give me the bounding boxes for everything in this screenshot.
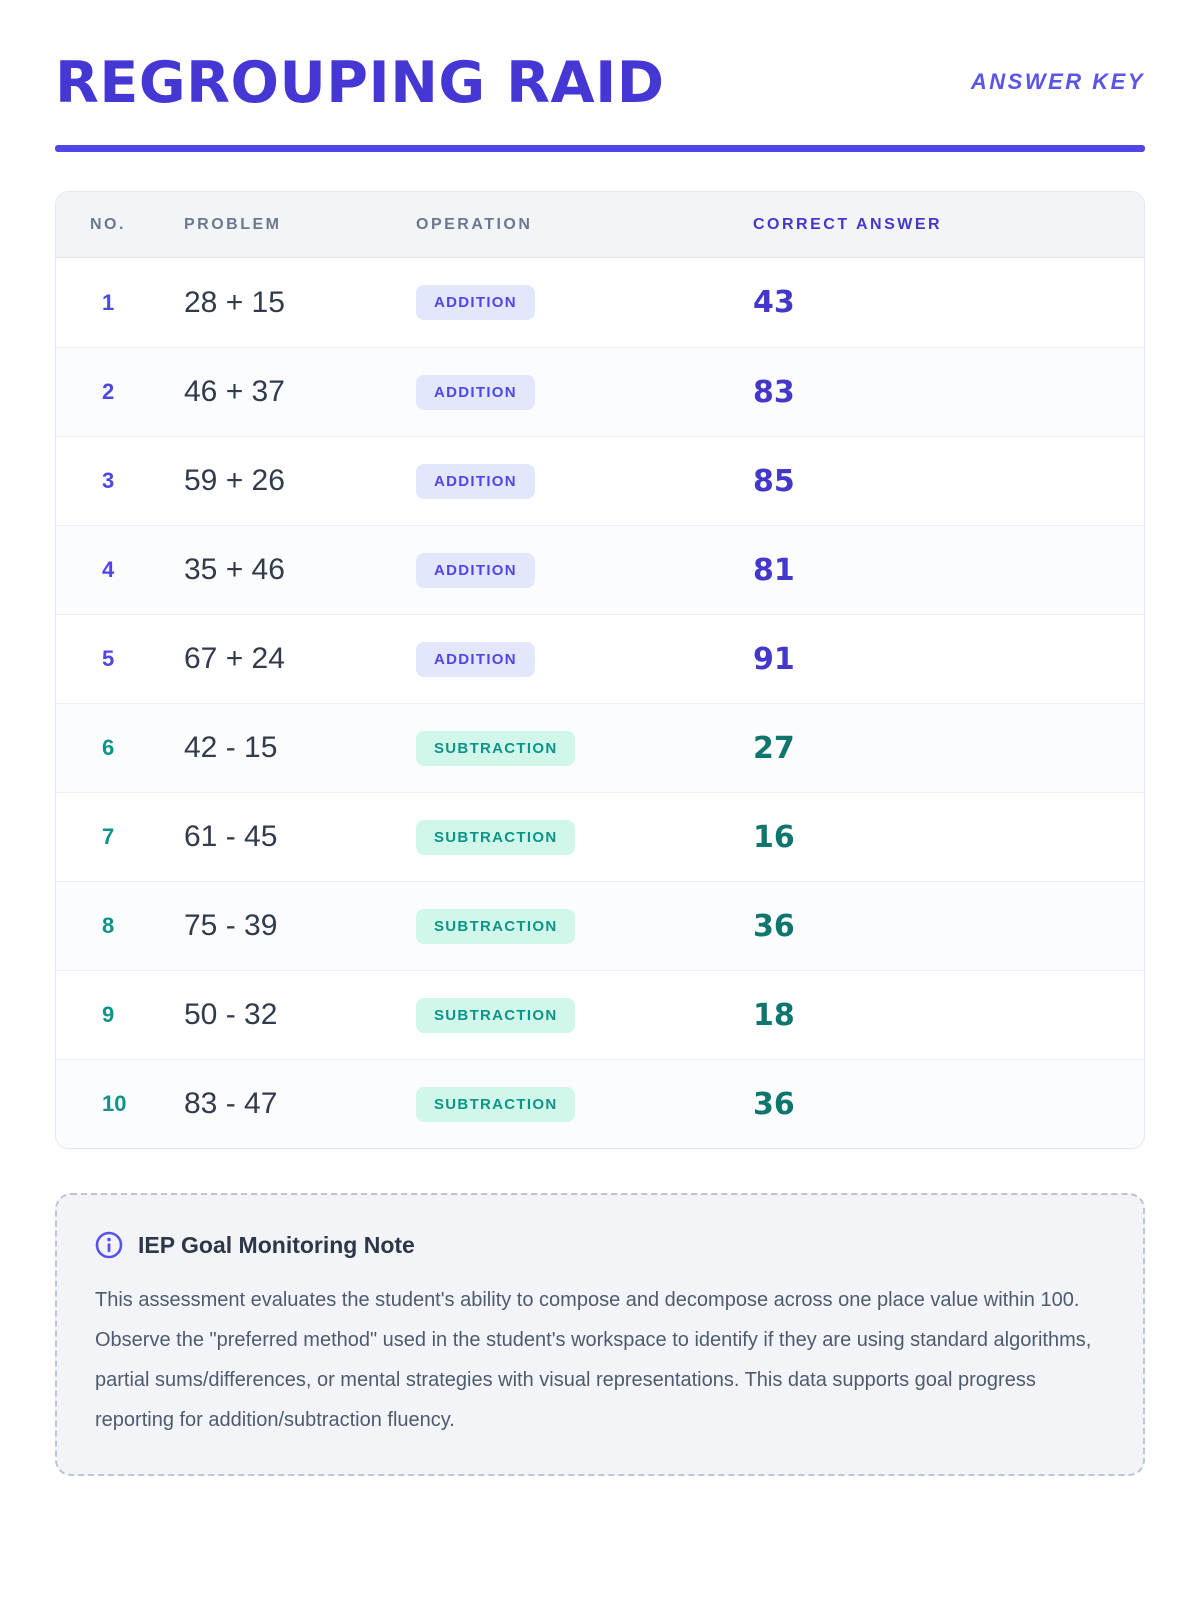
operation-badge: SUBTRACTION (416, 1086, 576, 1122)
operation-badge: SUBTRACTION (416, 908, 576, 944)
operation-cell: SUBTRACTION (416, 997, 753, 1033)
correct-answer: 18 (753, 997, 795, 1033)
problem-number: 10 (102, 1091, 127, 1116)
table-body: 1 28 + 15 ADDITION 43 2 46 + 37 ADDITION… (56, 258, 1144, 1148)
correct-answer: 81 (753, 552, 795, 588)
note-body: This assessment evaluates the student's … (95, 1289, 1092, 1431)
problem-number: 1 (102, 289, 115, 315)
operation-cell: ADDITION (416, 463, 753, 499)
answer-key-label: ANSWER KEY (970, 68, 1145, 94)
note-title: IEP Goal Monitoring Note (138, 1231, 415, 1258)
operation-badge: SUBTRACTION (416, 819, 576, 855)
problem-expression: 50 - 32 (184, 998, 278, 1031)
problem-expression: 42 - 15 (184, 731, 278, 764)
problem-expression: 61 - 45 (184, 820, 278, 853)
table-row: 7 61 - 45 SUBTRACTION 16 (56, 792, 1144, 881)
operation-badge: ADDITION (416, 463, 535, 499)
operation-cell: ADDITION (416, 285, 753, 320)
problem-expression: 59 + 26 (184, 464, 285, 497)
problem-number: 4 (102, 557, 115, 582)
problem-number: 7 (102, 824, 115, 849)
problems-table: NO. PROBLEM OPERATION CORRECT ANSWER 1 2… (55, 191, 1145, 1149)
problem-expression: 83 - 47 (184, 1087, 278, 1120)
page-title: REGROUPING RAID (55, 50, 665, 116)
operation-cell: SUBTRACTION (416, 908, 753, 944)
table-row: 3 59 + 26 ADDITION 85 (56, 436, 1144, 525)
correct-answer: 43 (753, 285, 795, 320)
operation-badge: ADDITION (416, 641, 535, 677)
problem-expression: 67 + 24 (184, 642, 285, 675)
correct-answer: 36 (753, 1086, 795, 1122)
answer-key-page: REGROUPING RAID ANSWER KEY NO. PROBLEM O… (55, 0, 1145, 1476)
operation-badge: ADDITION (416, 374, 535, 410)
operation-cell: SUBTRACTION (416, 1086, 753, 1122)
correct-answer: 83 (753, 374, 795, 410)
table-row: 9 50 - 32 SUBTRACTION 18 (56, 970, 1144, 1059)
problem-expression: 75 - 39 (184, 909, 278, 942)
problem-expression: 46 + 37 (184, 375, 285, 408)
table-header-row: NO. PROBLEM OPERATION CORRECT ANSWER (56, 192, 1144, 258)
operation-cell: ADDITION (416, 552, 753, 588)
problem-number: 2 (102, 379, 115, 404)
column-header-problem: PROBLEM (184, 215, 282, 233)
column-header-correct-answer: CORRECT ANSWER (753, 215, 943, 233)
operation-cell: ADDITION (416, 374, 753, 410)
correct-answer: 27 (753, 730, 795, 766)
problem-number: 8 (102, 913, 115, 938)
iep-note-box: IEP Goal Monitoring Note This assessment… (55, 1193, 1145, 1476)
operation-badge: ADDITION (416, 285, 535, 320)
correct-answer: 36 (753, 908, 795, 944)
table-row: 2 46 + 37 ADDITION 83 (56, 347, 1144, 436)
problem-number: 9 (102, 1002, 115, 1027)
column-header-operation: OPERATION (416, 215, 533, 233)
table-row: 6 42 - 15 SUBTRACTION 27 (56, 703, 1144, 792)
info-icon (95, 1231, 123, 1259)
problem-expression: 35 + 46 (184, 553, 285, 586)
problem-number: 3 (102, 468, 115, 493)
problem-expression: 28 + 15 (184, 285, 285, 319)
correct-answer: 91 (753, 641, 795, 677)
correct-answer: 16 (753, 819, 795, 855)
operation-badge: SUBTRACTION (416, 730, 576, 766)
column-header-no: NO. (90, 215, 126, 233)
table-row: 5 67 + 24 ADDITION 91 (56, 614, 1144, 703)
problem-number: 5 (102, 646, 115, 671)
operation-cell: SUBTRACTION (416, 819, 753, 855)
table-row: 4 35 + 46 ADDITION 81 (56, 525, 1144, 614)
note-header: IEP Goal Monitoring Note (95, 1231, 1105, 1259)
table-row: 8 75 - 39 SUBTRACTION 36 (56, 881, 1144, 970)
operation-badge: ADDITION (416, 552, 535, 588)
masthead: REGROUPING RAID ANSWER KEY (55, 55, 1145, 112)
header-divider (55, 145, 1145, 152)
operation-badge: SUBTRACTION (416, 997, 576, 1033)
table-row: 1 28 + 15 ADDITION 43 (56, 258, 1144, 347)
operation-cell: SUBTRACTION (416, 730, 753, 766)
correct-answer: 85 (753, 463, 795, 499)
table-row: 10 83 - 47 SUBTRACTION 36 (56, 1059, 1144, 1148)
operation-cell: ADDITION (416, 641, 753, 677)
problem-number: 6 (102, 735, 115, 760)
